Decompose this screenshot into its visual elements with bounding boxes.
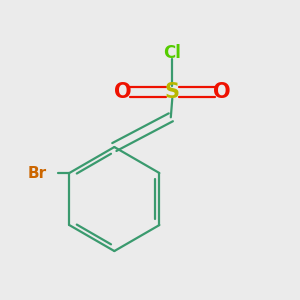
Text: Cl: Cl — [164, 44, 181, 62]
Text: O: O — [114, 82, 132, 102]
Text: O: O — [212, 82, 230, 102]
Text: S: S — [165, 82, 180, 102]
Text: Br: Br — [28, 166, 47, 181]
